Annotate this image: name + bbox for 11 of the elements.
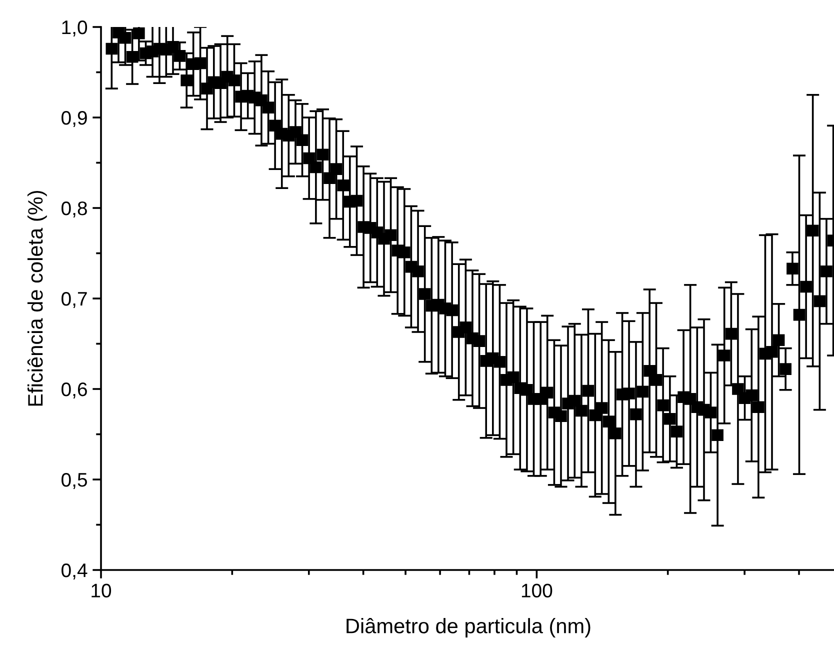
x-tick-label: 10 [92,584,112,598]
y-tick-label: 0,9 [62,110,87,128]
y-tick-label: 0,7 [62,292,87,308]
y-tick-label: 1,0 [62,20,88,37]
x-axis-title: Diâmetro de particula (nm) [346,618,590,638]
y-tick-label: 0,4 [62,563,88,580]
y-axis-title: Eficiência de coleta (%) [27,190,47,406]
y-tick-label: 0,5 [62,472,87,490]
y-tick-label: 0,8 [62,201,87,218]
x-tick-label: 100 [522,584,552,598]
y-tick-label: 0,6 [62,382,87,399]
